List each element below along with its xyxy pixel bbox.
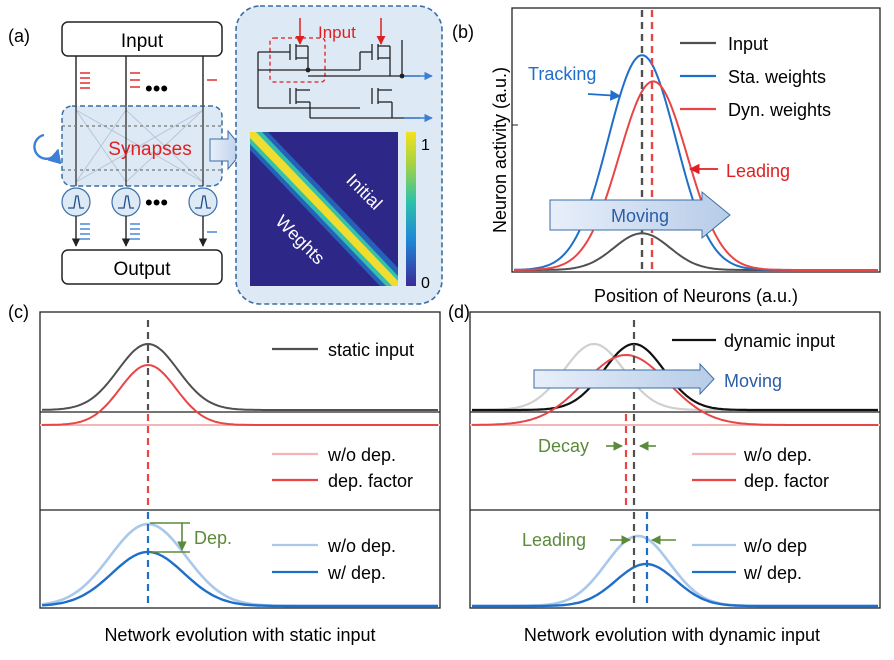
panel-a: (a) Input Output •••	[8, 5, 443, 305]
c-legend-w-dep: w/ dep.	[327, 563, 386, 583]
d-legend-dep-factor: dep. factor	[744, 471, 829, 491]
d-legend-mid: w/o dep. dep. factor	[692, 445, 829, 491]
output-lines	[71, 216, 208, 247]
synapses-label: Synapses	[108, 139, 191, 160]
input-box-label: Input	[121, 31, 164, 52]
circuit-input-arrows	[295, 18, 386, 45]
d-legend-w-dep: w/ dep.	[743, 563, 802, 583]
circuit-input-label: Input	[318, 23, 356, 42]
panel-c-axes	[39, 311, 441, 609]
neuron-icon	[188, 187, 218, 217]
panel-b-legend: Input Sta. weights Dyn. weights	[680, 34, 831, 120]
d-moving-arrow-icon	[533, 362, 715, 396]
ellipsis-top: •••	[145, 76, 168, 101]
d-legend-wo-dep-bot: w/o dep	[743, 536, 807, 556]
input-lines	[75, 56, 204, 106]
panel-b: (b) Neuron activity (a.u.) Position of N…	[452, 7, 881, 306]
output-box	[61, 249, 223, 285]
output-spikes	[80, 223, 217, 240]
c-dep-marker	[150, 522, 190, 553]
d-legend-top: dynamic input	[672, 331, 835, 351]
series-dynamic-line	[513, 80, 878, 271]
d-legend-wo-dep: w/o dep.	[743, 445, 812, 465]
colorbar-min-label: 0	[421, 275, 430, 292]
circuit-node	[305, 67, 311, 73]
c-legend-dep-factor: dep. factor	[328, 471, 413, 491]
c-legend-wo-dep: w/o dep.	[327, 445, 396, 465]
recurrent-loop-icon	[33, 133, 62, 165]
panel-d-tag: (d)	[448, 302, 470, 322]
panel-c-tag: (c)	[8, 302, 29, 322]
panel-b-ylabel: Neuron activity (a.u.)	[490, 67, 510, 233]
input-spikes	[80, 72, 217, 89]
panel-b-tag: (b)	[452, 22, 474, 42]
moving-arrow-icon	[549, 190, 731, 240]
d-legend-bot: w/o dep w/ dep.	[692, 536, 807, 583]
legend-input: Input	[728, 34, 768, 54]
c-dep-factor-line	[41, 363, 438, 426]
d-caption: Network evolution with dynamic input	[524, 625, 820, 645]
circuit-node	[399, 73, 405, 79]
series-static-line	[514, 54, 878, 271]
legend-dynamic: Dyn. weights	[728, 100, 831, 120]
tracking-arrow	[587, 90, 622, 101]
colorbar	[406, 132, 416, 286]
neuron-icon	[61, 187, 91, 217]
static-input-line	[41, 342, 438, 411]
colorbar-max-label: 1	[421, 137, 430, 154]
neuron-row	[61, 187, 218, 217]
panel-a-tag: (a)	[8, 26, 30, 46]
d-moving-label: Moving	[724, 371, 782, 391]
panel-d-axes	[469, 311, 881, 609]
synapse-rails	[62, 106, 222, 186]
circuit-output-arrows	[404, 71, 433, 123]
neuron-icon	[111, 187, 141, 217]
c-caption: Network evolution with static input	[104, 625, 375, 645]
d-legend-dynamic-input: dynamic input	[724, 331, 835, 351]
d-dep-factor-line	[472, 353, 878, 426]
leading-label: Leading	[726, 161, 790, 181]
c-legend-top: static input	[272, 340, 414, 360]
d-leading-label: Leading	[522, 530, 586, 550]
panel-d: (d) dynamic input Moving w/o dep. dep. f…	[448, 302, 881, 645]
panel-b-axes	[511, 7, 881, 273]
d-decay-label: Decay	[538, 436, 589, 456]
tracking-label: Tracking	[528, 64, 596, 84]
c-legend-mid: w/o dep. dep. factor	[272, 445, 413, 491]
c-legend-bot: w/o dep. w/ dep.	[272, 536, 396, 583]
input-box	[61, 21, 223, 57]
moving-label: Moving	[611, 206, 669, 226]
d-w-dep-line	[472, 562, 878, 608]
c-legend-static-input: static input	[328, 340, 414, 360]
panel-c: (c) static input w/o dep. dep. factor w/…	[8, 302, 441, 645]
c-w-dep-line	[41, 550, 438, 608]
panel-b-xlabel: Position of Neurons (a.u.)	[594, 286, 798, 306]
ellipsis-neurons: •••	[145, 190, 168, 215]
series-input-line	[514, 232, 878, 271]
weight-heatmap	[250, 132, 398, 286]
c-legend-wo-dep-bot: w/o dep.	[327, 536, 396, 556]
legend-static: Sta. weights	[728, 67, 826, 87]
output-box-label: Output	[113, 259, 171, 280]
c-dep-label: Dep.	[194, 528, 232, 548]
